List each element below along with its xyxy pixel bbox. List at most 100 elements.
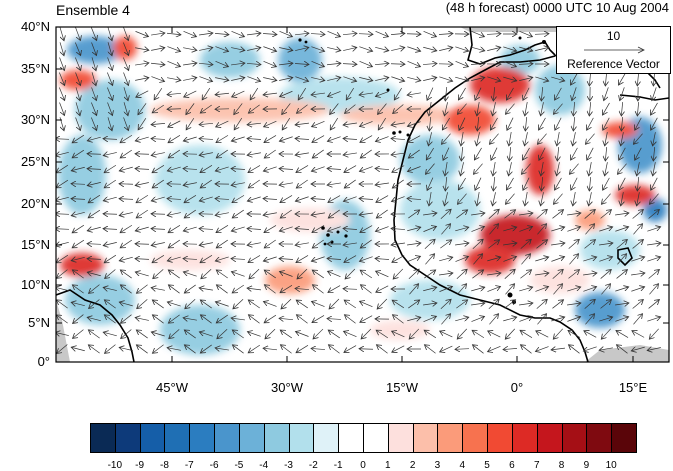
wind-vector xyxy=(458,87,466,100)
wind-vector xyxy=(392,165,405,173)
wind-vector xyxy=(427,87,434,101)
y-tick-label: 30°N xyxy=(20,112,50,127)
wind-vector xyxy=(202,87,211,100)
wind-vector xyxy=(184,345,196,354)
wind-vector xyxy=(311,198,326,199)
wind-vector xyxy=(503,46,516,51)
wind-vector xyxy=(120,270,132,279)
wind-vector xyxy=(88,194,101,203)
reference-vector-magnitude: 10 xyxy=(606,29,621,43)
wind-vector xyxy=(616,330,629,338)
wind-vector xyxy=(296,104,308,114)
wind-vector xyxy=(587,117,594,130)
colorbar-label: 4 xyxy=(459,460,466,471)
wind-vector xyxy=(619,177,626,190)
wind-vector xyxy=(343,47,357,50)
wind-vector xyxy=(184,284,196,293)
wind-vector xyxy=(135,259,150,260)
wind-vector xyxy=(637,162,640,176)
wind-vector xyxy=(330,103,339,115)
wind-vector xyxy=(375,30,389,36)
colorbar-label: -2 xyxy=(308,460,318,471)
wind-vector xyxy=(103,287,117,290)
colorbar-swatch xyxy=(437,423,464,453)
wind-vector xyxy=(567,317,580,322)
wind-vector xyxy=(296,345,309,352)
wind-vector xyxy=(569,254,578,265)
wind-vector xyxy=(651,177,658,190)
y-tick-label: 5°N xyxy=(28,315,50,330)
wind-vector xyxy=(424,330,437,339)
wind-vector xyxy=(585,314,594,325)
wind-vector xyxy=(392,345,405,352)
colorbar-swatch xyxy=(189,423,216,453)
wind-vector xyxy=(423,287,437,291)
wind-vector xyxy=(199,48,213,51)
wind-vector xyxy=(424,270,435,279)
colorbar-label: 7 xyxy=(533,460,540,471)
colorbar-swatch xyxy=(263,423,290,453)
wind-vector xyxy=(200,344,212,353)
colorbar-swatch xyxy=(139,423,166,453)
wind-vector xyxy=(247,139,262,140)
wind-vector xyxy=(56,254,69,263)
wind-vector xyxy=(294,64,309,65)
wind-vector xyxy=(375,91,389,97)
wind-vector xyxy=(477,117,478,131)
wind-vector xyxy=(168,270,180,279)
wind-vector xyxy=(505,328,515,339)
wind-vector xyxy=(487,273,501,275)
wind-vector xyxy=(247,153,261,155)
wind-vector xyxy=(344,331,357,337)
wind-vector xyxy=(551,317,564,322)
wind-vector xyxy=(231,63,245,65)
wind-vector xyxy=(653,132,656,146)
colorbar xyxy=(90,423,637,453)
wind-vector xyxy=(471,226,484,232)
wind-vector xyxy=(633,133,643,145)
wind-vector xyxy=(359,46,372,52)
wind-vector xyxy=(169,329,180,338)
wind-vector xyxy=(422,63,437,64)
wind-vector xyxy=(519,47,532,51)
wind-vector xyxy=(295,76,308,82)
wind-vector xyxy=(249,268,260,279)
wind-vector xyxy=(151,76,164,82)
wind-vector xyxy=(506,87,514,100)
wind-vector xyxy=(217,328,228,339)
wind-vector xyxy=(151,139,166,140)
wind-vector xyxy=(653,71,654,86)
wind-vector xyxy=(568,345,580,354)
wind-vector xyxy=(632,240,644,249)
wind-vector xyxy=(375,258,390,259)
wind-vector xyxy=(391,123,405,125)
wind-vector xyxy=(407,198,422,199)
wind-vector xyxy=(279,226,293,231)
wind-vector xyxy=(71,257,85,260)
wind-vector xyxy=(200,179,212,188)
wind-vector xyxy=(185,299,196,308)
wind-vector xyxy=(487,47,501,50)
wind-vector xyxy=(103,139,118,140)
wind-vector xyxy=(103,332,117,336)
wind-vector xyxy=(605,162,608,176)
wind-vector xyxy=(186,103,195,114)
wind-vector xyxy=(215,93,229,95)
wind-vector xyxy=(216,270,228,279)
wind-vector xyxy=(441,224,450,235)
wind-vector xyxy=(343,243,357,245)
wind-vector xyxy=(138,103,147,114)
wind-vector xyxy=(535,287,548,292)
wind-vector xyxy=(312,315,325,322)
wind-vector xyxy=(87,169,102,170)
colorbar-label: 0 xyxy=(360,460,366,471)
wind-vector xyxy=(455,227,469,231)
wind-vector xyxy=(327,226,341,232)
wind-vector xyxy=(108,42,112,55)
wind-vector xyxy=(504,300,515,309)
wind-vector xyxy=(87,317,101,320)
wind-vector xyxy=(473,254,482,265)
wind-vector xyxy=(519,213,533,215)
wind-vector xyxy=(376,209,388,218)
